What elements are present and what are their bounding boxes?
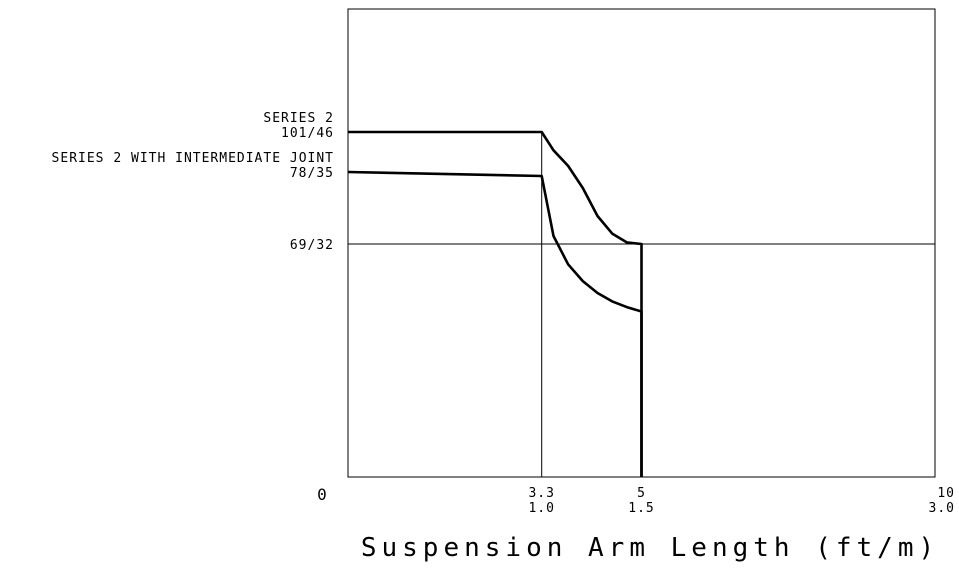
x-axis-labels: 0 3.31.0 51.5 103.0: [317, 485, 955, 516]
x-tick-label-metric: 1.5: [628, 501, 654, 516]
y-tick-label: 101/46: [281, 126, 334, 141]
x-tick-label: 5: [637, 486, 646, 501]
y-tick-label: 69/32: [290, 238, 334, 253]
x-tick-label: 10: [937, 486, 955, 501]
y-tick-caption: SERIES 2: [263, 111, 334, 126]
series-line-2: [347, 170, 643, 477]
y-tick-caption: SERIES 2 WITH INTERMEDIATE JOINT: [52, 151, 334, 166]
y-tick-label: 78/35: [290, 166, 334, 181]
x-tick-label-metric: 1.0: [528, 501, 554, 516]
x-tick-label-origin: 0: [317, 485, 327, 504]
x-tick-label: 3.3: [528, 486, 554, 501]
x-tick-label-metric: 3.0: [929, 501, 955, 516]
series-line-1: [348, 130, 643, 477]
series-lines: [347, 130, 643, 477]
x-axis-title: Suspension Arm Length (ft/m): [361, 533, 939, 563]
